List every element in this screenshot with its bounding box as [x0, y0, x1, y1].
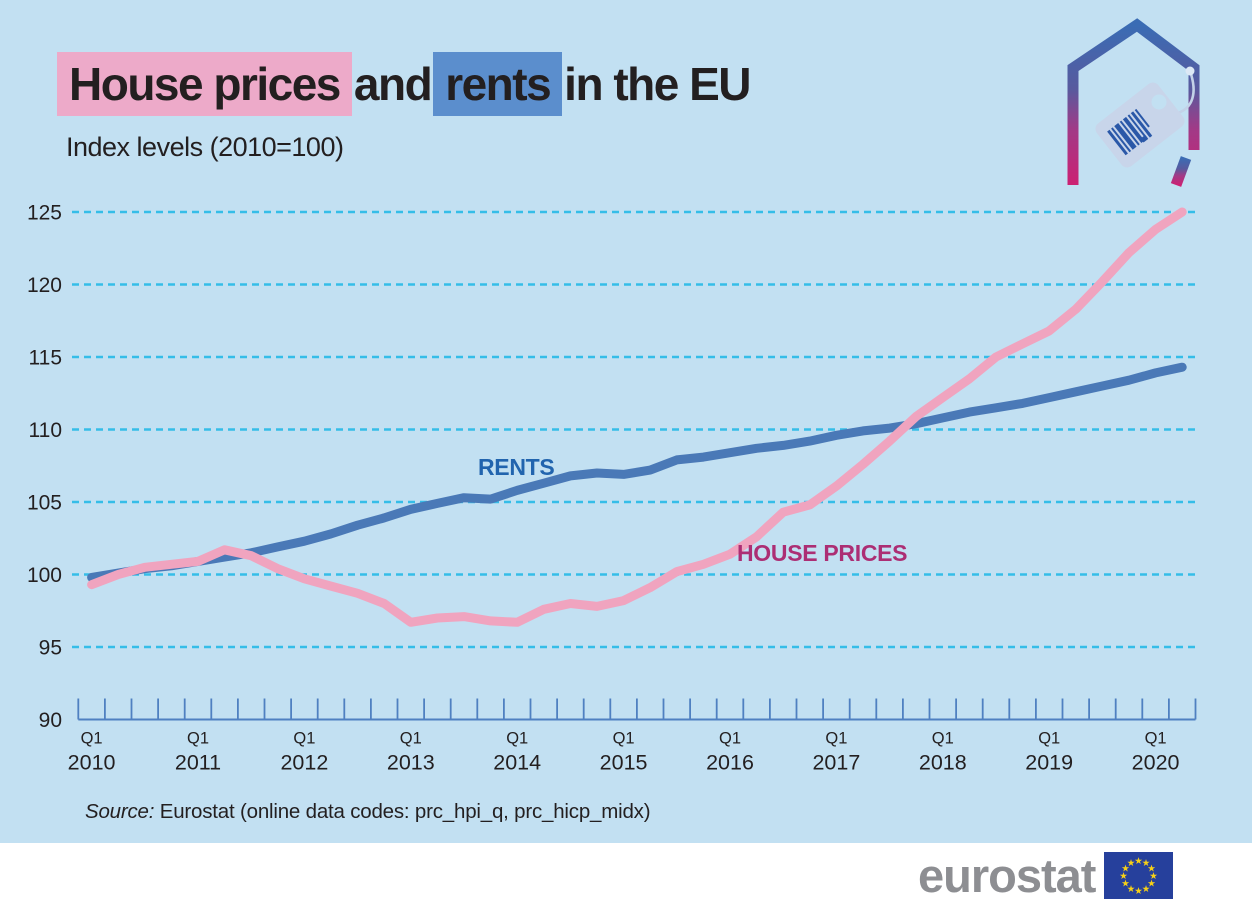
flag-star: ★ — [1142, 858, 1151, 869]
y-axis-label-125: 125 — [27, 202, 62, 225]
flag-star: ★ — [1122, 878, 1131, 889]
flag-star: ★ — [1127, 858, 1136, 869]
flag-star: ★ — [1150, 871, 1159, 882]
price-tag — [1095, 66, 1195, 168]
title-connector: and — [353, 58, 433, 110]
y-axis-label-110: 110 — [29, 419, 62, 442]
x-quarter-label-2012: Q1 — [293, 730, 315, 748]
x-quarter-label-2016: Q1 — [719, 730, 741, 748]
footer-strip — [0, 843, 1252, 905]
x-year-label-2012: 2012 — [280, 751, 328, 775]
x-year-label-2014: 2014 — [493, 751, 541, 775]
y-axis-label-105: 105 — [27, 492, 62, 515]
x-quarter-label-2020: Q1 — [1145, 730, 1167, 748]
y-axis-label-90: 90 — [39, 709, 62, 732]
x-quarter-label-2018: Q1 — [932, 730, 954, 748]
y-axis-label-115: 115 — [29, 347, 62, 370]
x-quarter-label-2019: Q1 — [1038, 730, 1060, 748]
x-quarter-label-2014: Q1 — [506, 730, 528, 748]
tag-hole — [1151, 94, 1167, 110]
tag-anchor-dot — [1185, 66, 1195, 76]
title-highlight-rents: rents — [433, 52, 563, 116]
title-highlight-house-prices: House prices — [57, 52, 352, 116]
eurostat-logo: eurostat ★ ★ ★ ★ ★ ★ ★ ★ ★ ★ ★ ★ — [918, 849, 1174, 902]
x-year-label-2017: 2017 — [812, 751, 860, 775]
x-quarter-label-2010: Q1 — [81, 730, 103, 748]
source-label: Source: — [85, 800, 155, 823]
x-year-label-2015: 2015 — [600, 751, 648, 775]
eu-flag-icon: ★★★★★★★★★★★★ — [1104, 852, 1174, 899]
source-text: Eurostat (online data codes: prc_hpi_q, … — [154, 800, 651, 823]
page-title: House prices and rents in the EU — [57, 52, 752, 116]
x-quarter-label-2015: Q1 — [613, 730, 635, 748]
barcode-icon — [1107, 108, 1153, 156]
y-axis-label-95: 95 — [39, 637, 62, 660]
x-year-label-2020: 2020 — [1132, 751, 1180, 775]
flag-star: ★ — [1148, 863, 1157, 874]
x-year-label-2016: 2016 — [706, 751, 754, 775]
flag-star: ★ — [1127, 884, 1136, 895]
series-line-rents — [87, 362, 1187, 582]
flag-star: ★ — [1135, 886, 1144, 897]
flag-star: ★ — [1120, 871, 1129, 882]
y-axis-label-120: 120 — [27, 274, 62, 297]
chart-subtitle: Index levels (2010=100) — [66, 132, 344, 162]
x-year-label-2019: 2019 — [1025, 751, 1073, 775]
x-quarter-label-2013: Q1 — [400, 730, 422, 748]
flag-star: ★ — [1142, 884, 1151, 895]
flag-star: ★ — [1122, 863, 1131, 874]
x-axis-ticks — [77, 698, 1197, 720]
x-year-label-2018: 2018 — [919, 751, 967, 775]
y-axis-label-100: 100 — [27, 564, 62, 587]
house-price-tag-icon — [1067, 18, 1200, 187]
x-year-label-2010: 2010 — [68, 751, 116, 775]
x-year-label-2011: 2011 — [175, 751, 221, 775]
rents-series-label: RENTS — [478, 454, 554, 480]
source-note: Source: Eurostat (online data codes: prc… — [85, 800, 651, 824]
eurostat-logo-text: eurostat — [918, 849, 1096, 902]
x-quarter-label-2017: Q1 — [825, 730, 847, 748]
x-year-label-2013: 2013 — [387, 751, 435, 775]
flag-star: ★ — [1148, 878, 1157, 889]
series-line-house-prices — [87, 207, 1187, 627]
x-quarter-label-2011: Q1 — [187, 730, 209, 748]
flag-star: ★ — [1135, 856, 1144, 867]
title-suffix: in the EU — [564, 58, 751, 110]
house-prices-series-label: HOUSE PRICES — [737, 540, 907, 566]
